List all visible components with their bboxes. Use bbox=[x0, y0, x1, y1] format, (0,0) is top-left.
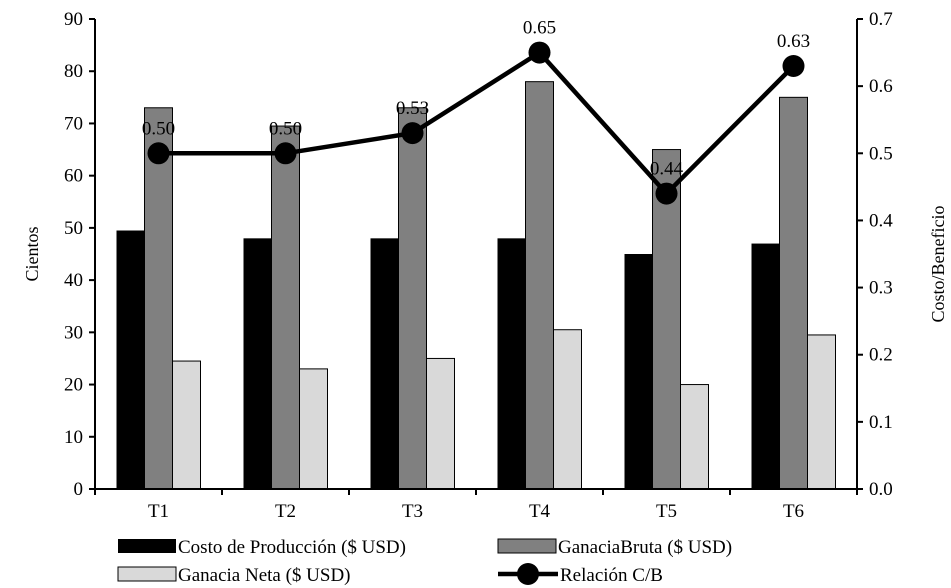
bar-t1-series-2 bbox=[144, 107, 173, 490]
bar-t1-series-3 bbox=[172, 360, 201, 490]
y-tick-label: 0 bbox=[74, 479, 84, 500]
y-tick-label: 40 bbox=[64, 270, 83, 291]
x-tick-label-t2: T2 bbox=[275, 501, 296, 522]
y-tick-label: 70 bbox=[64, 113, 83, 134]
legend-marker-swatch bbox=[517, 563, 539, 585]
y2-tick-label: 0.2 bbox=[869, 345, 893, 366]
ratio-point-t3 bbox=[401, 122, 424, 145]
y-tick-label: 60 bbox=[64, 166, 83, 187]
y-tick-label: 90 bbox=[64, 9, 83, 30]
legend-swatch-2 bbox=[497, 538, 557, 554]
bar-t2-series-3 bbox=[299, 368, 328, 490]
bar-t6-series-1 bbox=[751, 243, 780, 489]
x-tick-label-t1: T1 bbox=[148, 501, 169, 522]
y2-tick-label: 0.1 bbox=[869, 412, 893, 433]
y-tick-label: 10 bbox=[64, 427, 83, 448]
ratio-data-label-t3: 0.53 bbox=[396, 98, 429, 119]
y-tick-label: 80 bbox=[64, 61, 83, 82]
legend-label-3: Ganacia Neta ($ USD) bbox=[178, 565, 351, 586]
bar-t4-series-3 bbox=[553, 329, 582, 490]
bar-t5-series-2 bbox=[652, 149, 681, 490]
bar-t3-series-1 bbox=[370, 238, 399, 489]
legend: Costo de Producción ($ USD) GanaciaBruta … bbox=[117, 537, 732, 586]
x-tick-label-t3: T3 bbox=[402, 501, 423, 522]
x-tick-label-t6: T6 bbox=[783, 501, 804, 522]
ratio-data-label-t6: 0.63 bbox=[777, 31, 810, 52]
ratio-data-label-t5: 0.44 bbox=[650, 159, 684, 180]
bar-t4-series-1 bbox=[497, 238, 526, 489]
bar-t2-series-1 bbox=[243, 238, 272, 489]
y2-tick-label: 0.3 bbox=[869, 278, 893, 299]
y-axis-title: Cientos bbox=[22, 226, 42, 281]
bar-t5-series-1 bbox=[624, 254, 653, 489]
y2-tick-label: 0.6 bbox=[869, 76, 893, 97]
bar-t2-series-2 bbox=[271, 125, 300, 490]
x-tick-label-t5: T5 bbox=[656, 501, 677, 522]
ratio-point-t1 bbox=[147, 142, 170, 165]
ratio-data-label-t4: 0.65 bbox=[523, 18, 556, 39]
ratio-data-label-t2: 0.50 bbox=[269, 118, 302, 139]
bar-t6-series-3 bbox=[807, 334, 836, 490]
y-tick-label: 20 bbox=[64, 375, 83, 396]
axes-group bbox=[89, 18, 863, 495]
bar-t1-series-1 bbox=[116, 230, 145, 489]
x-tick-label-t4: T4 bbox=[529, 501, 551, 522]
tick-label-group: 0 10 20 30 40 50 60 70 80 90 0.0 0.1 0.2 0.3 0.4 0.5 0.6… bbox=[64, 9, 893, 522]
y2-tick-label: 0.4 bbox=[869, 210, 893, 231]
bar-t4-series-2 bbox=[525, 81, 554, 490]
legend-swatch-1 bbox=[118, 539, 176, 553]
bar-t3-series-2 bbox=[398, 107, 427, 490]
bar-t3-series-3 bbox=[426, 357, 455, 490]
ratio-point-t5 bbox=[655, 182, 678, 205]
legend-label-4: Relación C/B bbox=[560, 565, 663, 586]
bar-group bbox=[116, 81, 836, 490]
ratio-point-t2 bbox=[274, 142, 297, 165]
y2-axis-title: Costo/Beneficio bbox=[928, 206, 948, 323]
y-tick-label: 30 bbox=[64, 322, 83, 343]
y-tick-label: 50 bbox=[64, 218, 83, 239]
ratio-line-group: 0.50 0.50 0.53 0.65 0.44 0.63 bbox=[142, 18, 810, 205]
ratio-point-t6 bbox=[782, 55, 805, 77]
legend-label-2: GanaciaBruta ($ USD) bbox=[558, 537, 732, 558]
bar-t6-series-2 bbox=[779, 96, 808, 490]
y2-tick-label: 0.0 bbox=[869, 479, 893, 500]
legend-swatch-3 bbox=[117, 566, 177, 582]
ratio-point-t4 bbox=[528, 41, 551, 64]
bar-t5-series-3 bbox=[680, 384, 709, 490]
y2-tick-label: 0.7 bbox=[869, 9, 893, 30]
ratio-data-label-t1: 0.50 bbox=[142, 118, 175, 139]
ratio-line bbox=[158, 49, 796, 197]
y2-tick-label: 0.5 bbox=[869, 143, 893, 164]
legend-label-1: Costo de Producción ($ USD) bbox=[178, 537, 406, 558]
